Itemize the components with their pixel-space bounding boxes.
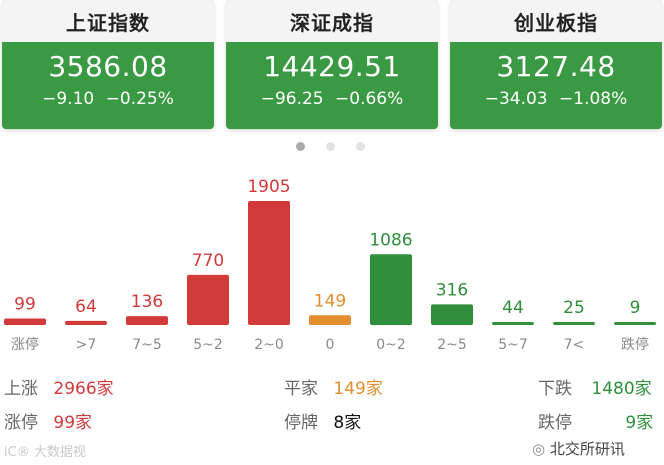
bar-5[interactable] bbox=[309, 315, 351, 325]
stat-flat: 平家 149家 bbox=[284, 374, 383, 399]
bar-1[interactable] bbox=[65, 320, 107, 325]
index-name: 创业板指 bbox=[450, 0, 662, 42]
bar-3[interactable] bbox=[187, 274, 229, 325]
bar-2[interactable] bbox=[126, 316, 168, 325]
bar-value-label: 770 bbox=[192, 251, 224, 271]
x-tick-label: 0~2 bbox=[376, 337, 406, 353]
bar-value-label: 44 bbox=[502, 298, 524, 318]
stat-suspended-label: 停牌 bbox=[284, 413, 318, 433]
stat-down: 下跌 1480家 bbox=[538, 374, 652, 399]
stat-suspended-value: 8家 bbox=[333, 413, 362, 433]
stat-up: 上涨 2966家 bbox=[4, 374, 114, 399]
bar-7[interactable] bbox=[431, 304, 473, 325]
stat-flat-value: 149家 bbox=[333, 379, 383, 399]
stat-limit-up: 涨停 99家 bbox=[4, 408, 92, 433]
index-value: 3586.08 bbox=[48, 50, 168, 83]
index-value: 3127.48 bbox=[496, 50, 616, 83]
x-tick-label: 0 bbox=[326, 337, 335, 353]
x-tick-label: 5~7 bbox=[498, 337, 528, 353]
watermark-right: ◎ 北交所研讯 bbox=[532, 438, 625, 459]
stat-limit-up-value: 99家 bbox=[53, 413, 93, 433]
index-change: −9.10 −0.25% bbox=[2, 89, 214, 109]
stat-limit-down-label: 跌停 bbox=[538, 413, 572, 433]
x-tick-label: >7 bbox=[76, 337, 97, 353]
stat-limit-up-label: 涨停 bbox=[4, 413, 38, 433]
bar-value-label: 316 bbox=[436, 280, 468, 300]
stat-down-value: 1480家 bbox=[591, 379, 652, 399]
index-change: −96.25 −0.66% bbox=[226, 89, 438, 109]
bar-9[interactable] bbox=[553, 322, 595, 325]
index-change-pct: −0.66% bbox=[335, 89, 404, 109]
page-dot-3[interactable] bbox=[356, 142, 365, 151]
watermark-left: iC® 大数据视 bbox=[4, 445, 86, 460]
stat-suspended: 停牌 8家 bbox=[284, 408, 361, 433]
index-card-chinext[interactable]: 创业板指 3127.48 −34.03 −1.08% bbox=[450, 0, 662, 129]
index-value: 14429.51 bbox=[263, 50, 401, 83]
stat-limit-down: 跌停 9家 bbox=[538, 408, 653, 433]
x-tick-label: 跌停 bbox=[621, 336, 649, 353]
bar-value-label: 64 bbox=[75, 297, 97, 317]
index-card-shenzhen[interactable]: 深证成指 14429.51 −96.25 −0.66% bbox=[226, 0, 438, 129]
bar-0[interactable] bbox=[4, 318, 46, 325]
bar-value-label: 99 bbox=[14, 295, 36, 315]
carousel-pagination bbox=[0, 142, 664, 152]
stat-up-value: 2966家 bbox=[53, 379, 114, 399]
x-tick-label: 7~5 bbox=[132, 337, 162, 353]
page-dot-2[interactable] bbox=[326, 142, 335, 151]
price-change-distribution-chart: 99 涨停 64 >7 136 7~5 770 5~2 1905 2~0 149 0 1086 0~2 31… bbox=[4, 177, 656, 353]
x-tick-label: 2~5 bbox=[437, 337, 467, 353]
x-tick-label: 7< bbox=[564, 337, 585, 353]
index-change-pct: −0.25% bbox=[105, 89, 174, 109]
bar-value-label: 9 bbox=[630, 298, 641, 318]
index-change-pct: −1.08% bbox=[559, 89, 628, 109]
stat-flat-label: 平家 bbox=[284, 379, 318, 399]
x-tick-label: 2~0 bbox=[254, 337, 284, 353]
bar-4[interactable] bbox=[248, 201, 290, 325]
stat-down-label: 下跌 bbox=[538, 379, 572, 399]
stat-limit-down-value: 9家 bbox=[625, 413, 654, 433]
bar-value-label: 136 bbox=[131, 292, 163, 312]
index-card-shanghai[interactable]: 上证指数 3586.08 −9.10 −0.25% bbox=[2, 0, 214, 129]
index-change-points: −34.03 bbox=[484, 89, 548, 109]
bar-value-label: 25 bbox=[563, 298, 585, 318]
index-change-points: −9.10 bbox=[42, 89, 95, 109]
stat-up-label: 上涨 bbox=[4, 379, 38, 399]
index-change: −34.03 −1.08% bbox=[450, 89, 662, 109]
index-name: 深证成指 bbox=[226, 0, 438, 42]
x-tick-label: 5~2 bbox=[193, 337, 223, 353]
bar-6[interactable] bbox=[370, 254, 412, 325]
wechat-icon: ◎ bbox=[532, 440, 546, 458]
bar-8[interactable] bbox=[492, 322, 534, 325]
bar-value-label: 1905 bbox=[247, 177, 290, 197]
bar-10[interactable] bbox=[614, 322, 656, 325]
bar-value-label: 149 bbox=[314, 291, 346, 311]
index-name: 上证指数 bbox=[2, 0, 214, 42]
index-change-points: −96.25 bbox=[260, 89, 324, 109]
x-tick-label: 涨停 bbox=[11, 336, 39, 353]
page-dot-1[interactable] bbox=[296, 142, 305, 151]
watermark-right-text: 北交所研讯 bbox=[549, 440, 625, 458]
bar-value-label: 1086 bbox=[369, 230, 412, 250]
